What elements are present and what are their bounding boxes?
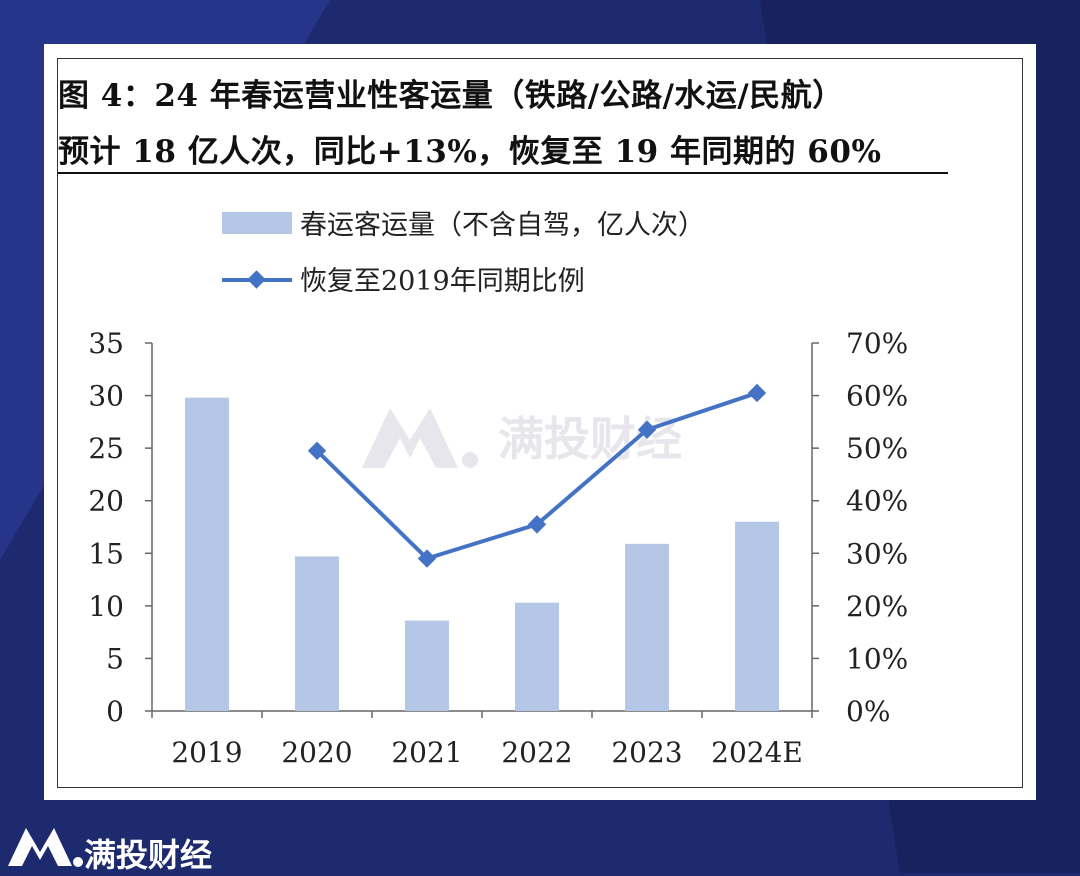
y-left-tick-label: 10 — [88, 590, 124, 623]
bar-2019 — [185, 397, 229, 711]
legend: 春运客运量（不含自驾，亿人次） 恢复至2019年同期比例 — [222, 210, 705, 297]
figure-frame — [57, 58, 1023, 788]
watermark-dot-icon — [462, 452, 478, 468]
y-left-tick-label: 20 — [88, 485, 124, 518]
x-tick-labels: 2019 2020 2021 2022 2023 2024E — [171, 736, 802, 769]
y-right-tick-label: 10% — [846, 642, 908, 675]
x-tick-label: 2020 — [281, 736, 352, 769]
bar-2023 — [625, 543, 669, 711]
x-tick-label: 2024E — [711, 736, 803, 769]
axes: 0 0% 5 10% 10 20% 15 30% 20 40% 25 50% 30 60% 35 70% — [88, 327, 908, 728]
title-rule — [58, 172, 948, 174]
figure-title-line1: 图 4：24 年春运营业性客运量（铁路/公路/水运/民航） — [58, 78, 844, 114]
bar-2021 — [405, 620, 449, 711]
y-right-tick-label: 40% — [846, 485, 908, 518]
footer-brand: 满投财经 — [84, 836, 213, 874]
y-left-tick-label: 5 — [106, 642, 124, 675]
footer-logo-icon — [8, 828, 83, 867]
x-tick-label: 2022 — [501, 736, 572, 769]
y-right-tick-label: 50% — [846, 432, 908, 465]
y-left-tick-label: 0 — [106, 695, 124, 728]
x-tick-label: 2023 — [611, 736, 682, 769]
ratio-point-2024E — [747, 383, 767, 403]
x-tick-label: 2019 — [171, 736, 242, 769]
watermark-logo-icon — [362, 408, 458, 468]
y-left-tick-label: 15 — [88, 537, 124, 570]
legend-line-label: 恢复至2019年同期比例 — [300, 266, 585, 297]
x-tick-label: 2021 — [391, 736, 462, 769]
watermark-text: 满投财经 — [498, 412, 682, 466]
y-left-tick-label: 30 — [88, 380, 124, 413]
legend-diamond-icon — [247, 270, 266, 289]
y-right-tick-label: 30% — [846, 537, 908, 570]
y-right-tick-label: 70% — [846, 327, 908, 360]
y-right-tick-label: 60% — [846, 380, 908, 413]
y-left-tick-label: 25 — [88, 432, 124, 465]
bar-2024E — [735, 521, 779, 711]
bar-2020 — [295, 556, 339, 711]
legend-bar-label: 春运客运量（不含自驾，亿人次） — [300, 210, 705, 241]
y-left-tick-label: 35 — [88, 327, 124, 360]
figure-title-line2: 预计 18 亿人次，同比+13%，恢复至 19 年同期的 60% — [58, 134, 882, 170]
ratio-point-2022 — [527, 515, 547, 534]
bars — [185, 397, 779, 711]
y-right-tick-label: 0% — [846, 695, 890, 728]
bar-2022 — [515, 602, 559, 711]
ratio-point-2020 — [307, 441, 327, 460]
ratio-point-2023 — [637, 420, 657, 439]
legend-bar-swatch — [222, 212, 292, 234]
line-series — [307, 383, 767, 568]
watermark: 满投财经 — [362, 408, 682, 468]
ratio-point-2021 — [417, 549, 437, 568]
y-right-tick-label: 20% — [846, 590, 908, 623]
